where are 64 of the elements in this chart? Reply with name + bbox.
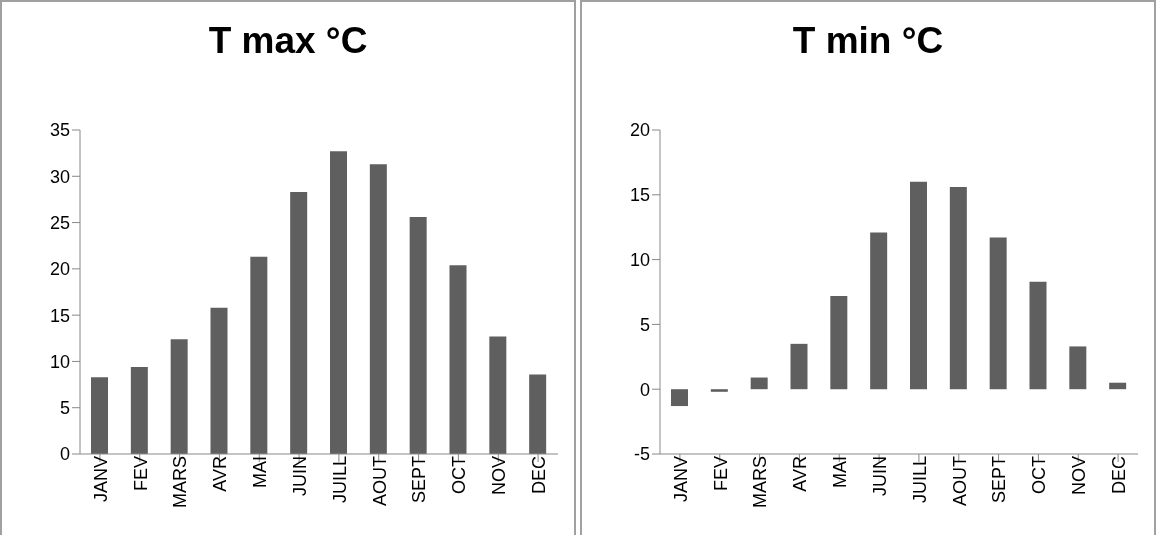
bar [989, 237, 1007, 390]
x-tick-label: FEV [710, 456, 731, 492]
x-tick-label: MARS [170, 456, 191, 509]
y-tick-label: 20 [49, 259, 70, 280]
bar [870, 232, 888, 390]
bar [529, 374, 547, 454]
bar [330, 151, 347, 454]
bar [250, 256, 268, 454]
bar [1029, 281, 1047, 390]
bar [750, 377, 768, 390]
y-tick-label: -5 [633, 444, 650, 465]
bar [1109, 382, 1127, 390]
x-tick-label: NOV [489, 456, 510, 496]
x-tick-label: JUIN [869, 456, 890, 496]
bar [790, 343, 808, 390]
bar [1069, 346, 1087, 390]
y-tick-label: 30 [49, 166, 70, 187]
x-tick-label: JANV [670, 456, 691, 503]
y-tick-label: 10 [49, 351, 70, 372]
y-tick-label: 15 [629, 185, 650, 206]
x-tick-label: AVR [210, 456, 231, 492]
bar [949, 187, 967, 390]
x-tick-label: DEC [1108, 456, 1129, 495]
y-tick-label: 35 [49, 120, 70, 141]
x-tick-label: JUIN [289, 456, 310, 496]
bar [210, 307, 228, 454]
bar [710, 389, 728, 392]
x-tick-label: AVR [790, 456, 811, 492]
x-tick-label: SEPT [989, 456, 1010, 504]
y-tick-label: 5 [639, 314, 650, 335]
bar [130, 366, 148, 454]
bar [671, 389, 688, 407]
x-tick-label: JUILL [329, 456, 350, 504]
x-tick-label: NOV [1069, 456, 1090, 496]
bar [830, 295, 848, 390]
x-tick-label: SEPT [409, 456, 430, 504]
x-tick-label: MAI [830, 456, 851, 489]
y-tick-label: 15 [49, 305, 70, 326]
chart-title: T max °C [207, 20, 369, 62]
bar [91, 377, 108, 454]
x-tick-label: MAI [250, 456, 271, 489]
x-tick-label: MARS [750, 456, 771, 509]
x-tick-label: AOUT [949, 456, 970, 507]
bar [910, 181, 927, 390]
x-tick-label: OCT [449, 456, 470, 494]
bar [409, 217, 427, 454]
bar [489, 336, 507, 454]
x-tick-label: DEC [528, 456, 549, 495]
x-tick-label: JANV [90, 456, 111, 503]
y-tick-label: 5 [59, 398, 70, 419]
bar [290, 192, 308, 454]
y-tick-label: 0 [639, 379, 650, 400]
y-tick-label: 25 [49, 212, 70, 233]
y-tick-label: 0 [59, 444, 70, 465]
x-tick-label: OCT [1029, 456, 1050, 494]
x-tick-label: AOUT [369, 456, 390, 507]
bar [369, 164, 387, 454]
x-tick-label: JUILL [909, 456, 930, 504]
y-tick-label: 10 [629, 249, 650, 270]
x-tick-label: FEV [130, 456, 151, 492]
y-tick-label: 20 [629, 120, 650, 141]
chart-title: T min °C [791, 20, 945, 62]
bar [449, 265, 467, 454]
bar [170, 339, 188, 454]
